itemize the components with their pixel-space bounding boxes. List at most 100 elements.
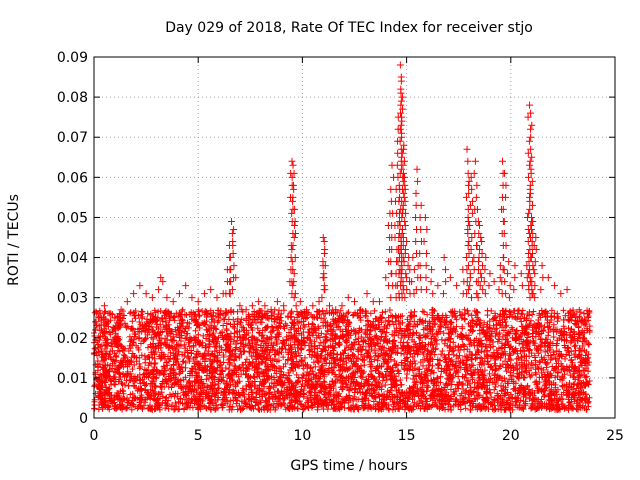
band-point (426, 355, 433, 362)
band-point (317, 353, 324, 360)
band-point (328, 369, 335, 376)
band-point (314, 394, 321, 401)
band-point (231, 325, 238, 332)
band-point (323, 337, 330, 344)
band-point (226, 366, 233, 373)
band-point (234, 379, 241, 386)
band-point (401, 332, 408, 339)
band-point (308, 311, 315, 318)
band-point (326, 399, 333, 406)
band-point (318, 330, 325, 337)
band-point (145, 362, 152, 369)
band-point (375, 346, 382, 353)
band-point (437, 397, 444, 404)
band-point (186, 320, 193, 327)
band-point (521, 374, 528, 381)
band-point (199, 320, 206, 327)
band-point (279, 337, 286, 344)
band-point (97, 371, 104, 378)
band-point (175, 381, 182, 388)
band-point (583, 365, 590, 372)
band-point (399, 342, 406, 349)
band-point (203, 405, 210, 412)
band-point (165, 373, 172, 380)
band-point (368, 373, 375, 380)
band-point (161, 339, 168, 346)
band-point (131, 361, 138, 368)
band-point (364, 379, 371, 386)
band-point (281, 379, 288, 386)
band-point (280, 363, 287, 370)
band-point (438, 401, 445, 408)
band-point (121, 395, 128, 402)
band-point (217, 311, 224, 318)
band-point (210, 339, 217, 346)
band-point (292, 388, 299, 395)
band-point (507, 372, 514, 379)
band-point (541, 371, 548, 378)
band-point (461, 316, 468, 323)
band-point (508, 343, 515, 350)
band-point (511, 385, 518, 392)
band-point (521, 353, 528, 360)
band-point (171, 406, 178, 413)
band-point (147, 380, 154, 387)
band-point (522, 323, 529, 330)
band-point (203, 391, 210, 398)
band-point (543, 404, 550, 411)
band-point (430, 369, 437, 376)
band-point (181, 328, 188, 335)
band-point (309, 320, 316, 327)
band-point (540, 327, 547, 334)
band-point (157, 307, 164, 314)
band-point (529, 326, 536, 333)
band-point (392, 312, 399, 319)
band-point (268, 380, 275, 387)
band-point (362, 400, 369, 407)
band-point (410, 330, 417, 337)
band-point (178, 320, 185, 327)
band-point (234, 308, 241, 315)
band-point (398, 350, 405, 357)
band-point (250, 349, 257, 356)
band-point (355, 381, 362, 388)
band-point (224, 332, 231, 339)
band-point (571, 390, 578, 397)
band-point (102, 379, 109, 386)
band-point (478, 355, 485, 362)
band-point (164, 332, 171, 339)
band-point (520, 338, 527, 345)
band-point (102, 308, 109, 315)
band-point (166, 313, 173, 320)
band-point (231, 350, 238, 357)
band-point (436, 396, 443, 403)
band-point (393, 361, 400, 368)
band-point (442, 391, 449, 398)
band-point (329, 398, 336, 405)
band-point (530, 396, 537, 403)
band-point (92, 326, 99, 333)
band-point (213, 326, 220, 333)
band-point (213, 343, 220, 350)
band-point (207, 364, 214, 371)
band-point (448, 381, 455, 388)
band-point (149, 318, 156, 325)
band-point (471, 388, 478, 395)
band-point (321, 346, 328, 353)
band-point (481, 319, 488, 326)
band-point (206, 341, 213, 348)
band-point (342, 338, 349, 345)
band-point (313, 314, 320, 321)
band-point (261, 379, 268, 386)
band-point (200, 332, 207, 339)
band-point (352, 361, 359, 368)
band-point (572, 342, 579, 349)
band-point (550, 349, 557, 356)
band-point (118, 380, 125, 387)
band-point (193, 372, 200, 379)
band-point (253, 341, 260, 348)
band-point (371, 388, 378, 395)
band-point (563, 392, 570, 399)
band-point (393, 325, 400, 332)
band-point (389, 394, 396, 401)
